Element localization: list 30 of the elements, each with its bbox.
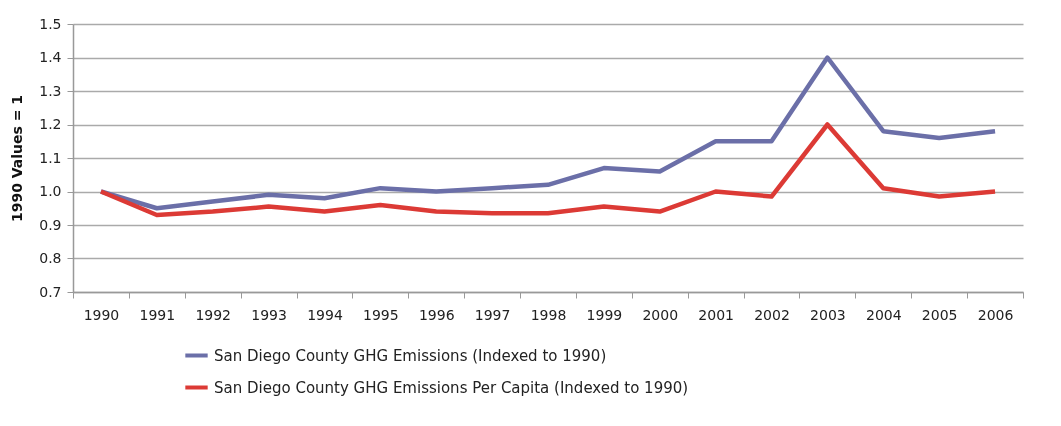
legend-label: San Diego County GHG Emissions (Indexed to 1990) <box>214 346 607 365</box>
x-tick-label: 2005 <box>921 306 958 323</box>
x-tick-label: 1998 <box>530 306 567 323</box>
y-tick-label: 1.4 <box>39 49 62 65</box>
x-tick-label: 1992 <box>195 306 232 323</box>
x-tick-label: 2004 <box>865 306 902 323</box>
x-tick-label: 2002 <box>754 306 790 323</box>
legend-label: San Diego County GHG Emissions Per Capita (Indexed to 1990) <box>214 378 689 397</box>
x-tick-label: 1993 <box>251 306 287 323</box>
x-tick-label: 2001 <box>698 306 734 323</box>
y-tick-label: 1.5 <box>39 15 62 32</box>
x-tick-label: 1990 <box>83 306 120 323</box>
x-tick-label: 1999 <box>586 306 623 323</box>
y-tick-label: 0.8 <box>39 250 62 266</box>
x-tick-label: 1994 <box>307 306 343 323</box>
x-tick-label: 2006 <box>977 306 1014 323</box>
y-tick-label: 1.0 <box>39 183 62 199</box>
x-tick-label: 1991 <box>139 306 176 323</box>
x-tick-label: 1995 <box>363 306 399 323</box>
y-axis-title: 1990 Values = 1 <box>9 94 26 223</box>
line-series <box>98 122 998 218</box>
y-tick-label: 1.2 <box>39 116 62 132</box>
y-tick-label: 0.9 <box>39 216 62 233</box>
x-tick-label: 2003 <box>810 306 846 323</box>
y-tick-label: 1.1 <box>39 149 62 166</box>
y-tick-label: 1.3 <box>39 82 62 99</box>
y-tick-label: 0.7 <box>39 283 62 300</box>
x-tick-label: 2000 <box>642 306 679 323</box>
x-tick-label: 1996 <box>418 306 455 323</box>
x-tick-label: 1997 <box>474 306 511 323</box>
